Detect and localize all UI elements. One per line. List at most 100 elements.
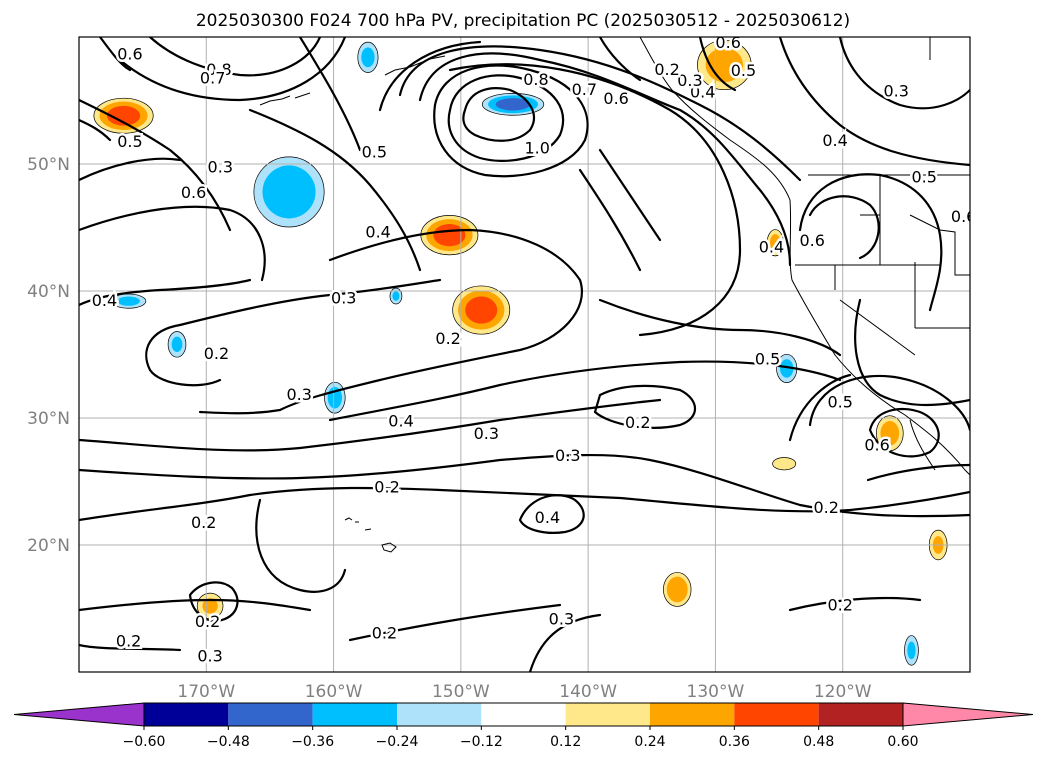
pv-contour-0.2-se (788, 596, 922, 612)
pv-contour-label: 0.4 (759, 238, 784, 257)
pv-contour-0.2-trough (598, 37, 642, 82)
pv-contour-0.2-loop3 (188, 581, 239, 622)
pv-contour-label: 1.0 (525, 138, 550, 157)
pv-contour-0.6-west (79, 205, 266, 282)
colorbar-tick-label: 0.48 (803, 734, 834, 750)
lat-tick-label: 30°N (27, 409, 70, 429)
pv-contour-label: 0.2 (654, 60, 679, 79)
colorbar-segment (650, 703, 735, 726)
lat-tick-label: 40°N (27, 282, 70, 302)
lon-tick-label: 130°W (687, 682, 745, 702)
precip-positive-blob (772, 457, 797, 471)
pv-contour-label: 0.2 (204, 344, 229, 363)
pv-contour-label: 0.3 (549, 610, 574, 629)
precip-level-fill (361, 47, 375, 68)
lon-tick-label: 160°W (305, 682, 363, 702)
pv-contour-label: 0.3 (208, 158, 233, 177)
precip-negative-blob (481, 92, 545, 116)
pv-contour-label: 0.3 (331, 288, 356, 307)
pv-contour-0.5-se-loop (808, 374, 970, 432)
colorbar-segment (565, 703, 650, 726)
colorbar-tick-label: −0.60 (123, 734, 166, 750)
pv-contour-0.4 (378, 40, 482, 112)
pv-contour-0.5-coast (598, 298, 842, 357)
colorbar-segment (397, 703, 482, 726)
lat-lon-gridlines (79, 37, 970, 672)
lon-tick-label: 150°W (432, 682, 490, 702)
pv-contour-0.3-low (79, 453, 970, 518)
precip-level-fill (465, 296, 498, 324)
pv-contour-label: 0.2 (813, 498, 838, 517)
pv-contour-label: 0.2 (435, 329, 460, 348)
lon-tick-label: 170°W (177, 682, 235, 702)
pv-contour-label: 0.2 (827, 596, 852, 615)
pv-contour-0.8-center (447, 74, 565, 162)
pv-contour-label: 0.5 (827, 392, 852, 411)
precip-level-fill (880, 421, 900, 446)
pv-contour-0.4-west (79, 278, 252, 307)
pv-contour-0.4-loop-se (866, 463, 970, 482)
pv-contour-0.2-sw (255, 498, 347, 593)
pv-contour-label: 0.3 (677, 71, 702, 90)
lat-tick-label: 20°N (27, 536, 70, 556)
pv-contour-0.6-nw (98, 37, 132, 72)
lon-tick-label: 120°W (814, 682, 872, 702)
pv-contour-label: 0.6 (864, 436, 889, 455)
pv-contour-0.5b (578, 168, 642, 272)
pv-contour-label: 0.4 (822, 131, 847, 150)
colorbar-frame (143, 702, 904, 727)
lon-tick-label: 140°W (559, 682, 617, 702)
pv-contour-0.4-w2 (248, 108, 422, 272)
pv-contour-0.2-loop (145, 323, 222, 387)
pv-contour-label: 0.6 (117, 45, 142, 64)
precip-level-fill (780, 359, 794, 378)
precip-level-fill (262, 165, 316, 219)
pv-contour-label: 0.5 (117, 132, 142, 151)
colorbar-tick-label: 0.12 (550, 734, 581, 750)
colorbar-tick-label: −0.24 (376, 734, 419, 750)
pv-contour-label: 0.2 (625, 413, 650, 432)
pv-contour-0.6-ne (808, 195, 880, 260)
precip-level-fill (907, 641, 916, 660)
colorbar-tick-label: −0.36 (291, 734, 334, 750)
pv-contour-1.0 (462, 87, 536, 142)
pv-contour-label: 0.3 (474, 424, 499, 443)
pv-contour-label: 0.2 (116, 631, 141, 650)
pv-contour-label: 0.4 (92, 291, 117, 310)
pv-contour-label: 0.3 (555, 446, 580, 465)
colorbar-segment (818, 703, 903, 726)
pv-contour-0.4-ne (778, 37, 970, 167)
pv-contour-0.2-south2 (348, 603, 562, 642)
colorbar-extend-high (902, 702, 1034, 727)
pv-contour-label: 0.2 (374, 478, 399, 497)
pv-contour-0.6 (418, 52, 792, 267)
precip-level-fill (106, 105, 141, 126)
pv-contour-0.3-ne (838, 37, 970, 110)
pv-contour-label: 0.6 (715, 33, 740, 52)
pv-contour-label: 0.6 (799, 231, 824, 250)
map-plot-area: 0.60.80.70.50.30.60.40.20.30.50.40.20.30… (79, 33, 976, 672)
precip-negative-blob (253, 156, 325, 228)
pv-contour-label: 0.5 (731, 61, 756, 80)
pv-contour-0.2-loop2 (593, 384, 697, 429)
pv-contour-0.5-west (79, 98, 232, 232)
precip-negative-blob (389, 287, 403, 305)
pv-contour-lines (79, 37, 970, 672)
precip-positive-blob (766, 229, 784, 257)
precip-level-fill (117, 296, 140, 306)
pv-contour-label: 0.6 (181, 183, 206, 202)
pv-contour-0.5 (398, 45, 802, 182)
pv-contour-0.3-sw (79, 598, 312, 612)
pv-contour-label: 0.6 (951, 207, 976, 226)
pv-contour-0.3-midlat (198, 228, 583, 415)
colorbar-tick-label: 0.24 (634, 734, 665, 750)
pv-contour-0.3-trough (698, 37, 737, 92)
precip-level-fill (769, 234, 781, 252)
colorbar-segment (144, 703, 229, 726)
pv-contour-label: 0.6 (603, 89, 628, 108)
colorbar-tick-label: −0.48 (207, 734, 250, 750)
precip-level-fill (392, 291, 400, 301)
precip-negative-blob (904, 635, 919, 666)
pv-contour-label: 0.2 (195, 612, 220, 631)
colorbar-tick-label: 0.60 (887, 734, 918, 750)
